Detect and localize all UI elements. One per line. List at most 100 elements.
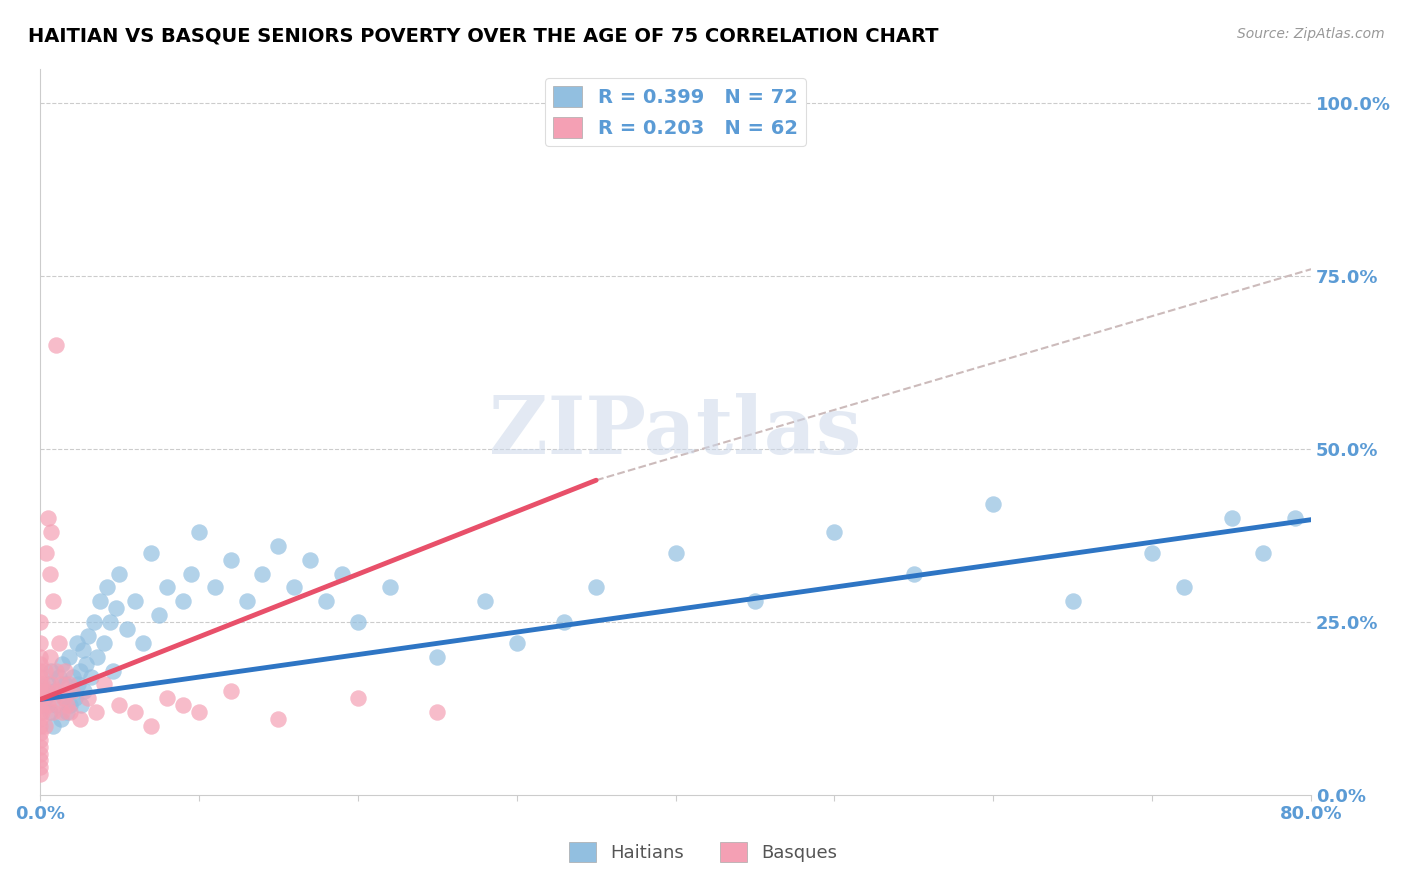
Point: [63, 691, 86, 706]
Point: [76, 629, 98, 643]
Point: [585, 581, 607, 595]
Point: [69, 712, 91, 726]
Point: [39, 677, 62, 691]
Point: [49, 677, 72, 691]
Point: [28, 691, 51, 706]
Point: [56, 705, 79, 719]
Point: [252, 566, 274, 581]
Legend: R = 0.399   N = 72, R = 0.203   N = 62: R = 0.399 N = 72, R = 0.203 N = 62: [546, 78, 806, 146]
Point: [86, 649, 108, 664]
Point: [28, 657, 51, 671]
Point: [1142, 546, 1164, 560]
Point: [28, 684, 51, 698]
Point: [89, 594, 111, 608]
Point: [59, 705, 82, 719]
Point: [28, 705, 51, 719]
Point: [28, 767, 51, 781]
Point: [52, 691, 75, 706]
Point: [148, 608, 170, 623]
Point: [96, 581, 118, 595]
Point: [70, 698, 93, 712]
Point: [58, 649, 80, 664]
Point: [45, 338, 67, 352]
Point: [41, 705, 63, 719]
Point: [35, 546, 58, 560]
Point: [28, 726, 51, 740]
Point: [44, 691, 66, 706]
Point: [58, 677, 80, 691]
Point: [28, 712, 51, 726]
Point: [204, 581, 226, 595]
Point: [39, 525, 62, 540]
Point: [474, 594, 496, 608]
Point: [28, 664, 51, 678]
Point: [34, 664, 56, 678]
Point: [45, 664, 67, 678]
Point: [37, 698, 59, 712]
Point: [48, 670, 70, 684]
Point: [51, 705, 73, 719]
Point: [156, 691, 179, 706]
Point: [903, 566, 925, 581]
Point: [108, 566, 131, 581]
Point: [41, 594, 63, 608]
Point: [38, 566, 60, 581]
Point: [67, 677, 90, 691]
Point: [28, 698, 51, 712]
Point: [98, 615, 121, 629]
Point: [37, 511, 59, 525]
Point: [744, 594, 766, 608]
Point: [38, 705, 60, 719]
Point: [1284, 511, 1306, 525]
Point: [45, 698, 67, 712]
Point: [34, 719, 56, 733]
Point: [46, 684, 69, 698]
Point: [55, 677, 77, 691]
Point: [32, 691, 55, 706]
Point: [38, 649, 60, 664]
Point: [62, 670, 84, 684]
Text: Source: ZipAtlas.com: Source: ZipAtlas.com: [1237, 27, 1385, 41]
Point: [56, 698, 79, 712]
Point: [75, 657, 97, 671]
Point: [69, 664, 91, 678]
Point: [132, 636, 155, 650]
Point: [187, 705, 209, 719]
Point: [117, 622, 139, 636]
Point: [983, 498, 1005, 512]
Point: [315, 594, 337, 608]
Point: [426, 705, 449, 719]
Point: [60, 684, 83, 698]
Point: [172, 698, 194, 712]
Point: [108, 698, 131, 712]
Point: [219, 684, 242, 698]
Point: [1253, 546, 1275, 560]
Point: [378, 581, 401, 595]
Point: [156, 581, 179, 595]
Point: [48, 636, 70, 650]
Point: [84, 705, 107, 719]
Point: [65, 636, 87, 650]
Point: [28, 719, 51, 733]
Point: [330, 566, 353, 581]
Point: [28, 739, 51, 754]
Point: [83, 615, 105, 629]
Point: [73, 684, 96, 698]
Point: [28, 615, 51, 629]
Point: [51, 657, 73, 671]
Point: [124, 705, 146, 719]
Point: [141, 719, 163, 733]
Point: [553, 615, 575, 629]
Point: [52, 691, 75, 706]
Point: [505, 636, 527, 650]
Point: [1173, 581, 1195, 595]
Point: [124, 594, 146, 608]
Point: [28, 760, 51, 774]
Point: [59, 698, 82, 712]
Point: [267, 712, 290, 726]
Point: [180, 566, 202, 581]
Text: ZIPatlas: ZIPatlas: [489, 392, 862, 471]
Point: [93, 636, 115, 650]
Point: [28, 670, 51, 684]
Point: [824, 525, 846, 540]
